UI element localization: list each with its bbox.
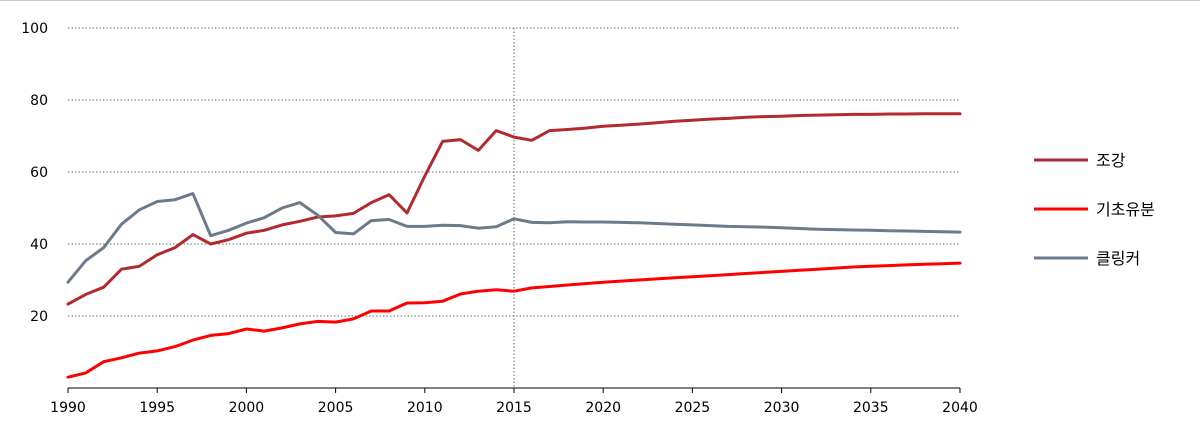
legend-label: 기초유분 bbox=[1096, 200, 1155, 219]
y-tick-label: 80 bbox=[30, 93, 48, 109]
top-border-line bbox=[0, 0, 1200, 1]
x-tick-label: 2030 bbox=[764, 400, 800, 416]
series-line-1 bbox=[66, 261, 962, 379]
x-tick-label: 2025 bbox=[675, 400, 711, 416]
y-tick-label: 20 bbox=[30, 309, 48, 325]
x-tick-label: 1995 bbox=[139, 400, 175, 416]
x-tick-label: 2040 bbox=[942, 400, 978, 416]
x-tick-label: 2000 bbox=[229, 400, 265, 416]
y-tick-label: 60 bbox=[30, 165, 48, 181]
legend-label: 클링커 bbox=[1096, 249, 1140, 268]
x-tick-label: 1990 bbox=[50, 400, 86, 416]
x-tick-label: 2005 bbox=[318, 400, 354, 416]
series-layer bbox=[66, 112, 962, 379]
x-tick-label: 2020 bbox=[585, 400, 621, 416]
series-line-2 bbox=[66, 192, 962, 284]
legend-label: 조강 bbox=[1096, 151, 1126, 170]
y-tick-label: 100 bbox=[21, 21, 48, 37]
y-tick-label: 40 bbox=[30, 237, 48, 253]
x-tick-label: 2035 bbox=[853, 400, 889, 416]
x-tick-label: 2010 bbox=[407, 400, 443, 416]
series-line-0 bbox=[66, 112, 962, 306]
x-tick-label: 2015 bbox=[496, 400, 532, 416]
